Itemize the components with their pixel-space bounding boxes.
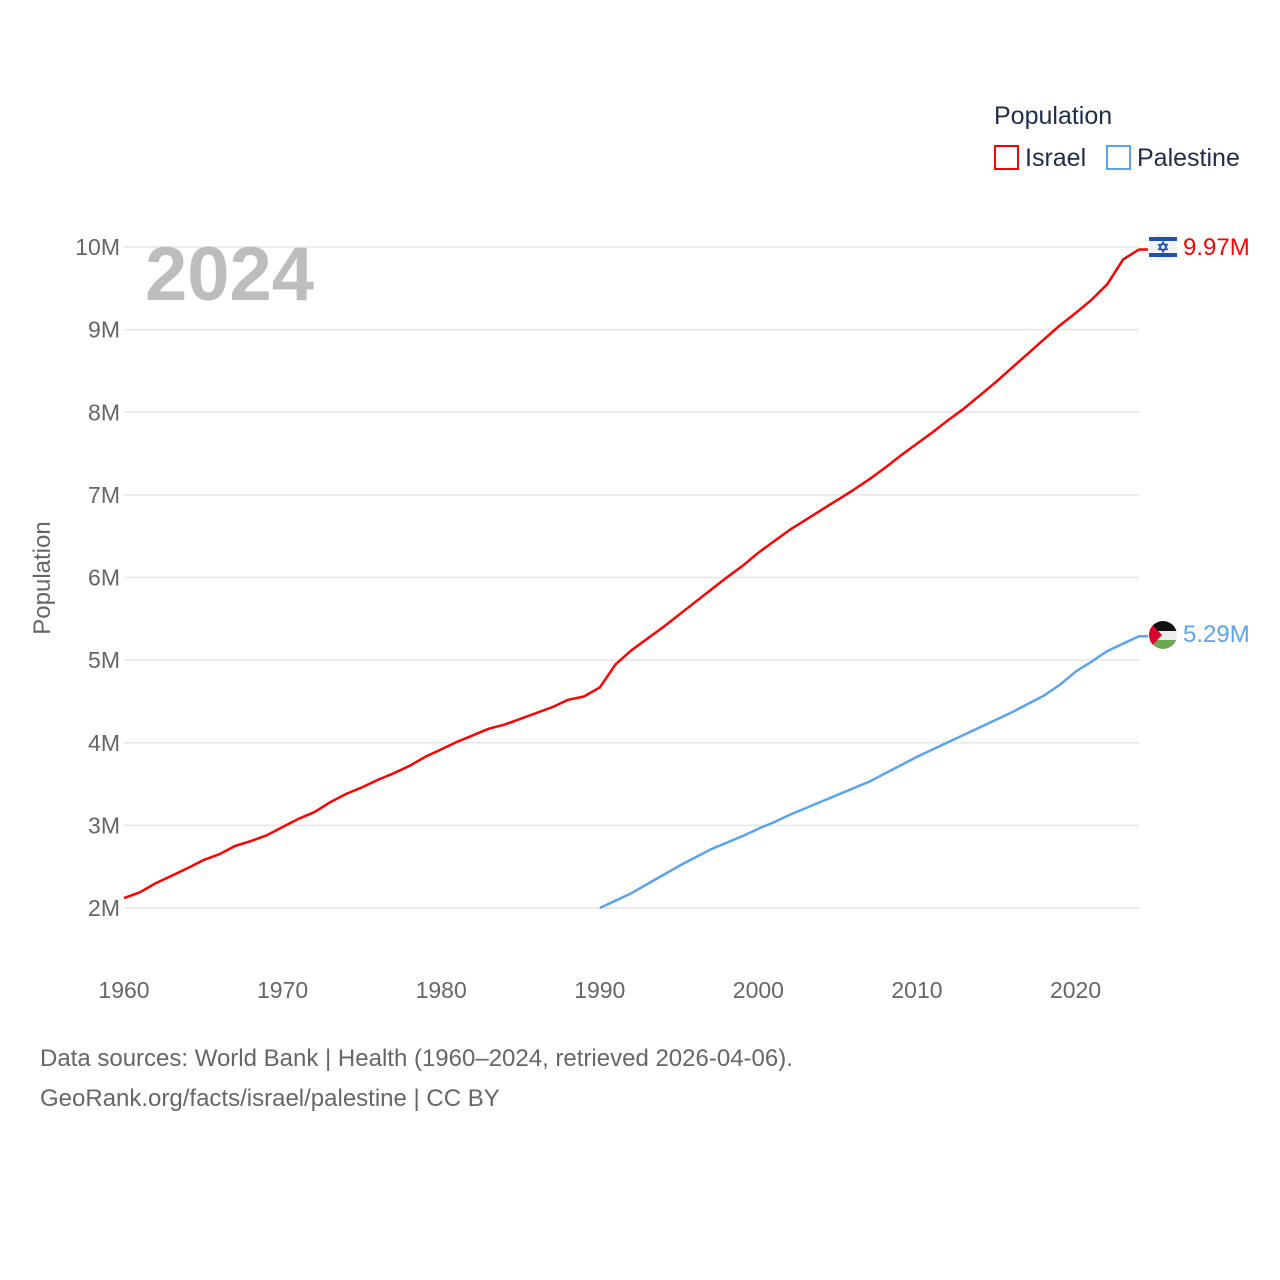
y-tick-label: 2M [88,895,120,921]
x-tick-label: 1990 [574,977,625,1003]
year-watermark: 2024 [145,232,314,317]
grid [124,246,1139,909]
y-tick-label: 6M [88,565,120,591]
legend-label-israel[interactable]: Israel [1025,144,1086,172]
y-tick-label: 3M [88,812,120,838]
y-tick-label: 5M [88,647,120,673]
x-tick-label: 1960 [98,977,149,1003]
israel-flag-icon [1149,233,1177,261]
y-tick-label: 10M [75,234,120,260]
end-label-palestine: 5.29M [1183,621,1250,648]
legend: Population Israel Palestine [994,102,1240,172]
x-tick-label: 1970 [257,977,308,1003]
x-tick-label: 1980 [416,977,467,1003]
footer-credit[interactable]: GeoRank.org/facts/israel/palestine | CC … [40,1085,500,1112]
x-axis-ticks: 1960 1970 1980 1990 2000 2010 2020 [98,977,1101,1003]
series-line-israel[interactable] [123,248,1148,900]
footer-sources: Data sources: World Bank | Health (1960–… [40,1045,793,1072]
series-lines [123,248,1148,910]
legend-swatch-israel[interactable] [994,145,1019,170]
series-line-palestine[interactable] [599,634,1148,910]
y-tick-label: 9M [88,317,120,343]
y-tick-label: 7M [88,482,120,508]
x-tick-label: 2000 [733,977,784,1003]
end-label-israel: 9.97M [1183,234,1250,261]
y-tick-label: 8M [88,399,120,425]
legend-label-palestine[interactable]: Palestine [1137,144,1240,172]
palestine-flag-icon [1149,621,1177,649]
x-tick-label: 2010 [891,977,942,1003]
y-axis-ticks: 2M 3M 4M 5M 6M 7M 8M 9M 10M [75,234,120,921]
x-tick-label: 2020 [1050,977,1101,1003]
legend-swatch-palestine[interactable] [1106,145,1131,170]
legend-title: Population [994,102,1112,130]
y-axis-label: Population [29,521,56,634]
y-tick-label: 4M [88,730,120,756]
